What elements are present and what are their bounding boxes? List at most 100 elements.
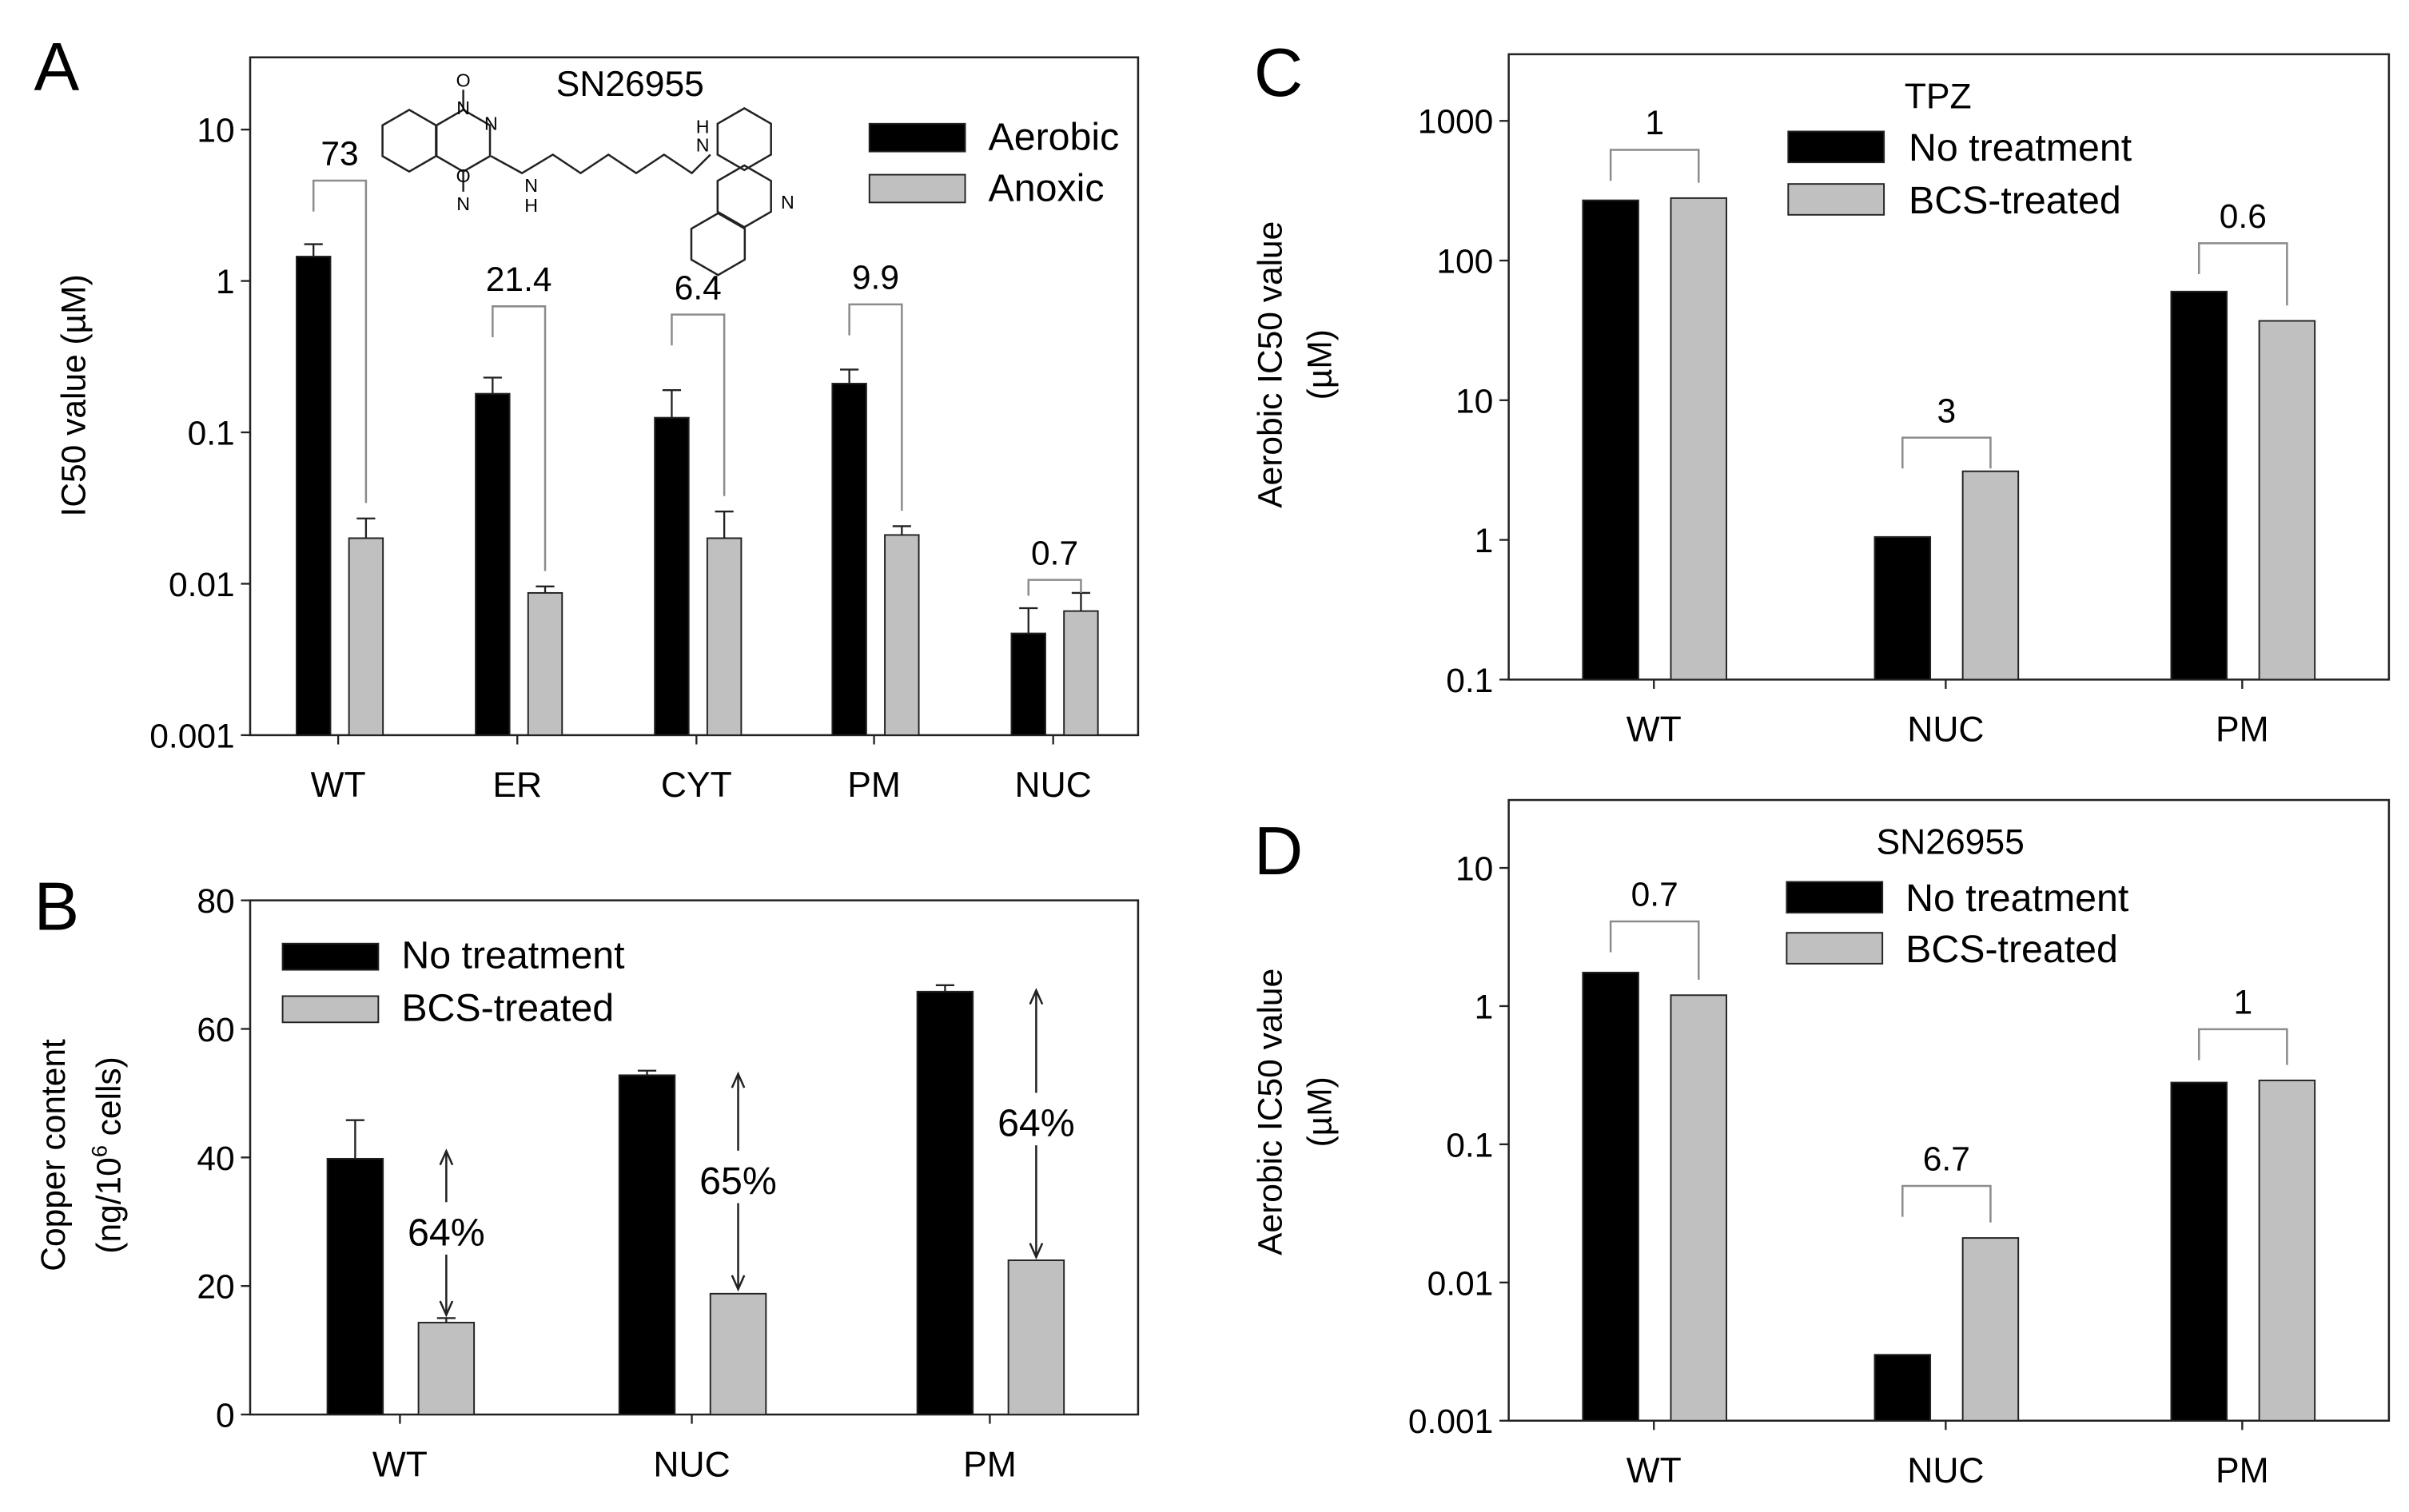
bar-bcs-treated-nuc bbox=[709, 1292, 767, 1415]
y-axis-label-superscript: 6 bbox=[87, 1145, 111, 1157]
bar-bcs-treated-wt bbox=[1670, 994, 1727, 1422]
y-tick-label: 60 bbox=[197, 1012, 234, 1049]
arrow-up-head-icon bbox=[1029, 988, 1044, 1005]
y-tick-label: 0.001 bbox=[1408, 1403, 1493, 1441]
panel-letter: A bbox=[34, 29, 80, 105]
plot-frame bbox=[1507, 798, 2391, 1422]
bar-bcs-treated-nuc bbox=[1961, 1237, 2020, 1422]
arrow-down-head-icon bbox=[731, 1275, 746, 1292]
bar-no-treatment-nuc bbox=[1873, 1354, 1932, 1422]
y-axis-label: (µM) bbox=[1301, 1076, 1339, 1147]
chart-title: SN26955 bbox=[556, 65, 704, 104]
y-tick-label: 80 bbox=[197, 883, 234, 921]
ratio-label: 73 bbox=[321, 136, 358, 173]
legend-label: BCS-treated bbox=[401, 986, 614, 1029]
bar-aerobic-pm bbox=[831, 383, 867, 736]
y-tick-label: 0.1 bbox=[188, 415, 235, 452]
y-axis-label-part: cells) bbox=[91, 1056, 129, 1145]
x-tick-label: NUC bbox=[1907, 710, 1984, 750]
legend-swatch bbox=[1787, 130, 1885, 164]
atom-label: N bbox=[456, 97, 470, 118]
ratio-label: 9.9 bbox=[852, 260, 899, 297]
arrow-down-head-icon bbox=[1029, 1243, 1044, 1260]
ratio-bracket bbox=[1027, 579, 1082, 596]
atom-label: O bbox=[456, 165, 471, 186]
legend-swatch bbox=[281, 942, 380, 971]
x-tick-label: PM bbox=[2216, 1451, 2269, 1490]
y-axis-label: Copper content bbox=[35, 1039, 73, 1271]
bar-aerobic-cyt bbox=[654, 416, 690, 736]
ratio-label: 1 bbox=[1645, 105, 1664, 142]
arrow-up-head-icon bbox=[439, 1148, 454, 1166]
ratio-bracket bbox=[492, 305, 547, 571]
legend-swatch bbox=[868, 173, 966, 204]
y-tick-label: 10 bbox=[1455, 850, 1493, 888]
x-tick-label: WT bbox=[311, 766, 366, 805]
y-tick-label: 0.001 bbox=[149, 718, 234, 755]
ratio-bracket bbox=[1609, 149, 1700, 183]
y-tick-label: 1 bbox=[1475, 989, 1494, 1026]
y-axis-label-units: (ng/106 cells) bbox=[87, 1056, 128, 1254]
bar-anoxic-pm bbox=[884, 534, 920, 736]
legend-swatch bbox=[868, 122, 966, 153]
y-tick-label: 40 bbox=[197, 1140, 234, 1178]
bar-no-treatment-nuc bbox=[1873, 535, 1932, 681]
legend-label: BCS-treated bbox=[1909, 179, 2121, 222]
x-tick-label: WT bbox=[372, 1445, 428, 1484]
bar-bcs-treated-pm bbox=[2258, 1079, 2316, 1422]
hexyl-chain bbox=[490, 153, 711, 175]
panel-a: A 0.001 0.01 0.1 1 10 WT ER CYT PM NUC IC50 value (… bbox=[34, 29, 1140, 805]
y-tick-label: 1 bbox=[216, 264, 235, 301]
y-tick-label: 1000 bbox=[1418, 104, 1494, 141]
y-tick-label: 0 bbox=[216, 1397, 235, 1434]
bar-no-treatment-wt bbox=[1582, 971, 1639, 1422]
bar-no-treatment-pm bbox=[2170, 290, 2228, 681]
triazine-ring bbox=[435, 108, 492, 173]
bar-bcs-treated-pm bbox=[1007, 1259, 1065, 1415]
x-tick-label: NUC bbox=[1907, 1451, 1984, 1490]
y-axis-label: (µM) bbox=[1301, 329, 1339, 400]
legend-label: No treatment bbox=[401, 934, 625, 977]
bar-aerobic-nuc bbox=[1010, 632, 1046, 736]
ratio-bracket bbox=[1901, 1184, 1992, 1223]
panel-letter: D bbox=[1254, 814, 1303, 889]
x-tick-label: WT bbox=[1627, 1451, 1682, 1490]
panel-b: B 0 20 40 60 80 WT NUC PM Copper content (ng/106 c… bbox=[34, 869, 1140, 1484]
legend-label: Anoxic bbox=[989, 166, 1105, 209]
ratio-label: 6.4 bbox=[675, 269, 722, 307]
atom-label: N bbox=[484, 113, 498, 134]
x-tick-label: PM bbox=[963, 1445, 1017, 1484]
acridine-ring bbox=[716, 164, 772, 229]
ratio-label: 21.4 bbox=[486, 261, 552, 299]
x-tick-label: CYT bbox=[661, 766, 732, 805]
chemical-structure bbox=[381, 90, 772, 277]
bar-bcs-treated-wt bbox=[417, 1322, 476, 1415]
panel-d: D 0.001 0.01 0.1 1 10 WT NUC PM Aerobic IC50 valu… bbox=[1252, 798, 2391, 1490]
chart-title: SN26955 bbox=[1877, 823, 2025, 862]
ratio-bracket bbox=[2197, 242, 2288, 306]
bar-anoxic-nuc bbox=[1063, 610, 1099, 736]
acridine-ring bbox=[716, 107, 772, 172]
atom-label: N bbox=[456, 193, 470, 214]
panel-letter: C bbox=[1254, 35, 1303, 111]
bar-no-treatment-pm bbox=[916, 990, 974, 1415]
y-axis-label: Aerobic IC50 value bbox=[1252, 221, 1290, 508]
arrow-up-head-icon bbox=[731, 1071, 746, 1088]
y-axis-label-part: (ng/10 bbox=[91, 1157, 129, 1254]
bar-bcs-treated-pm bbox=[2258, 320, 2316, 681]
ratio-bracket bbox=[848, 303, 903, 511]
atom-label: N bbox=[696, 135, 710, 156]
ratio-label: 6.7 bbox=[1923, 1141, 1970, 1179]
panel-c: C 0.1 1 10 100 1000 WT NUC PM Aerobic IC50 value (… bbox=[1252, 35, 2391, 750]
ratio-label: 1 bbox=[2233, 985, 2252, 1022]
bar-aerobic-wt bbox=[295, 256, 332, 736]
y-tick-label: 100 bbox=[1436, 244, 1493, 281]
y-axis-label: Aerobic IC50 value bbox=[1252, 969, 1290, 1255]
atom-label: O bbox=[456, 70, 471, 90]
y-tick-label: 0.1 bbox=[1446, 662, 1493, 700]
bar-bcs-treated-wt bbox=[1670, 197, 1727, 681]
x-tick-label: PM bbox=[2216, 710, 2269, 750]
y-tick-label: 1 bbox=[1475, 523, 1494, 560]
ratio-bracket bbox=[1901, 436, 1992, 469]
x-tick-label: NUC bbox=[1015, 766, 1092, 805]
